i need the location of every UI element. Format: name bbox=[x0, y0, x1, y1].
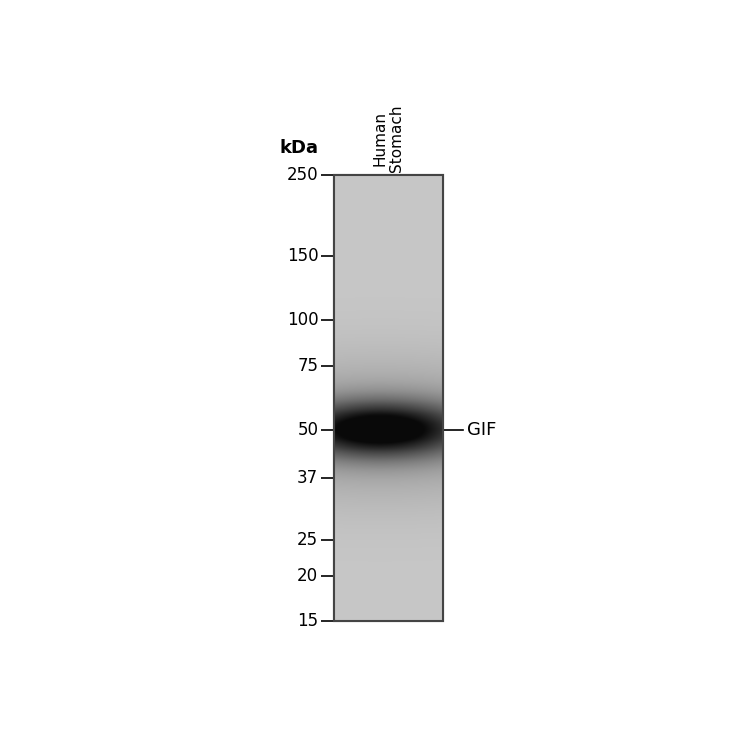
Text: kDa: kDa bbox=[279, 140, 318, 158]
Bar bbox=[334, 175, 442, 621]
Text: 25: 25 bbox=[297, 531, 318, 549]
Bar bbox=[334, 175, 442, 621]
Text: 100: 100 bbox=[286, 311, 318, 329]
Text: 20: 20 bbox=[297, 567, 318, 585]
Text: 15: 15 bbox=[297, 612, 318, 630]
Text: 37: 37 bbox=[297, 469, 318, 487]
Text: Human
Stomach: Human Stomach bbox=[372, 104, 404, 172]
Text: 250: 250 bbox=[286, 166, 318, 184]
Text: GIF: GIF bbox=[467, 422, 496, 440]
Text: 150: 150 bbox=[286, 247, 318, 265]
Text: 50: 50 bbox=[297, 422, 318, 440]
Text: 75: 75 bbox=[297, 357, 318, 375]
